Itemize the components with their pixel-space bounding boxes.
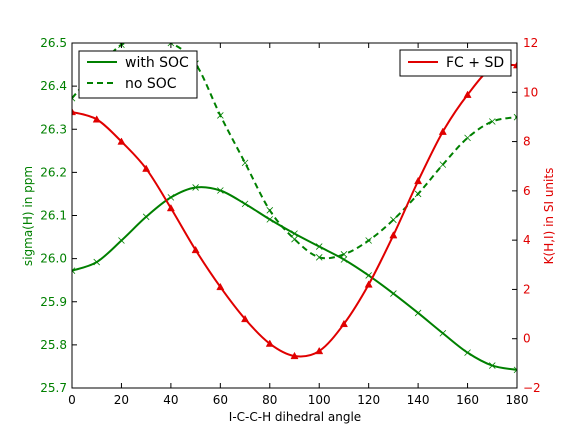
data-point-with-soc-50 [192,184,199,191]
data-point-fc-sd-30 [142,164,151,172]
data-point-no-soc-150 [439,161,447,168]
data-point-with-soc-30 [142,213,150,221]
y-left-tick-label: 26.2 [40,165,67,179]
x-tick-label: 100 [308,393,331,407]
data-point-no-soc-170 [488,118,496,125]
data-point-no-soc-120 [365,237,372,244]
data-point-fc-sd-10 [92,115,101,123]
y-axis-left-label: sigma(H) in ppm [21,166,35,266]
legend-left-frame [78,50,198,99]
data-point-fc-sd-180 [512,61,517,69]
data-point-fc-sd-110 [339,319,348,328]
legend-label-with-soc: with SOC [125,55,189,71]
data-point-fc-sd-80 [265,339,274,347]
y-right-tick-label: 6 [523,184,531,198]
x-tick-label: 80 [262,393,277,407]
data-point-fc-sd-150 [438,127,447,135]
data-point-no-soc-180 [513,113,517,121]
data-point-fc-sd-50 [191,245,200,254]
data-point-fc-sd-40 [166,203,175,212]
data-point-no-soc-80 [266,207,274,214]
data-point-fc-sd-130 [389,231,398,239]
y-left-tick-label: 26.0 [40,252,67,266]
data-point-no-soc-70 [241,159,249,167]
data-point-no-soc-140 [414,190,422,198]
legend-right: FC + SD [399,49,512,77]
data-point-with-soc-70 [241,200,249,208]
data-point-fc-sd-70 [241,314,250,323]
x-tick-label: 180 [506,393,529,407]
x-tick-label: 20 [114,393,129,407]
y-right-tick-label: 12 [523,36,538,50]
data-point-with-soc-170 [488,362,496,369]
data-point-no-soc-90 [291,235,298,243]
data-point-fc-sd-140 [414,176,423,185]
y-right-tick-label: 2 [523,282,531,296]
y-left-tick-label: 26.3 [40,122,67,136]
data-point-fc-sd-0 [72,107,77,116]
axes-layer: 0 20 40 60 80 100 120 140 160 18025.725.825.926.0… [40,36,540,407]
x-tick-label: 0 [68,393,76,407]
data-point-with-soc-80 [266,216,274,223]
data-point-no-soc-60 [217,112,224,119]
y-right-tick-label: 0 [523,332,531,346]
data-point-with-soc-90 [291,230,298,237]
y-left-tick-label: 26.4 [40,79,67,93]
data-point-with-soc-140 [414,309,422,317]
data-point-no-soc-30 [143,36,149,42]
y-left-tick-label: 26.5 [40,36,67,50]
data-point-with-soc-60 [217,187,224,194]
legend-left: with SOC no SOC [78,50,198,99]
y-right-tick-label: 4 [523,233,531,247]
x-tick-label: 40 [163,393,178,407]
data-point-with-soc-150 [439,329,447,337]
data-point-with-soc-110 [340,256,348,263]
data-point-with-soc-20 [118,237,125,244]
y-right-tick-label: −2 [523,381,541,395]
x-tick-label: 120 [357,393,380,407]
data-point-no-soc-100 [315,254,323,261]
y-right-tick-label: 10 [523,85,538,99]
data-point-with-soc-0 [72,267,76,274]
data-point-no-soc-0 [72,94,76,102]
y-right-tick-label: 8 [523,135,531,149]
data-point-no-soc-40 [167,43,175,47]
data-point-fc-sd-120 [364,280,373,288]
legend-label-fc-sd: FC + SD [446,55,504,71]
data-point-with-soc-160 [464,349,471,356]
data-point-with-soc-130 [390,290,397,297]
data-point-with-soc-40 [167,194,175,201]
data-point-no-soc-160 [464,134,471,142]
series-line-fc-sd [72,63,517,358]
data-point-fc-sd-60 [216,282,225,291]
series-line-with-soc [72,186,517,371]
x-tick-label: 160 [456,393,479,407]
x-tick-label: 60 [213,393,228,407]
data-point-no-soc-110 [340,251,348,258]
data-point-fc-sd-100 [315,346,324,355]
x-tick-label: 140 [407,393,430,407]
data-point-no-soc-130 [390,216,397,224]
y-left-tick-label: 25.8 [40,338,67,352]
data-point-fc-sd-160 [463,90,472,98]
data-point-with-soc-100 [315,243,323,250]
y-left-tick-label: 26.1 [40,209,67,223]
data-point-fc-sd-90 [290,351,299,360]
data-point-with-soc-180 [513,366,517,374]
y-left-tick-label: 25.9 [40,295,67,309]
y-axis-right-label: K(H,I) in SI units [542,168,556,265]
data-point-fc-sd-20 [117,137,126,145]
data-point-with-soc-10 [93,258,101,266]
legend-label-no-soc: no SOC [125,76,177,92]
x-axis-label: I-C-C-H dihedral angle [229,410,361,424]
y-left-tick-label: 25.7 [40,381,67,395]
data-point-with-soc-120 [365,272,372,279]
